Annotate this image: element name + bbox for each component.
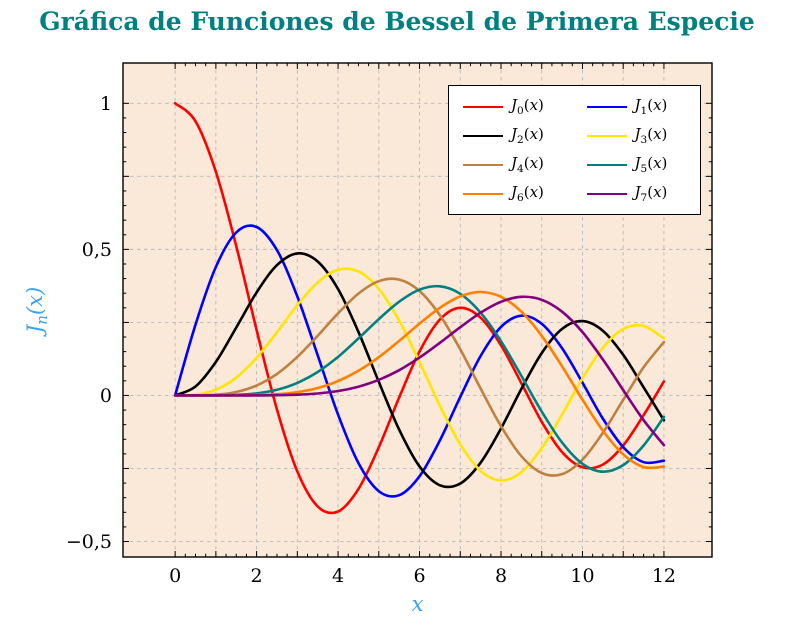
legend: J0(x) J1(x) J2(x) J3(x) J4(x) J5(x) J6(x) J7(x) <box>448 85 701 215</box>
legend-line-sample <box>586 134 627 137</box>
legend-item-j0: J0(x) <box>463 96 563 117</box>
legend-line-sample <box>586 192 627 195</box>
y-tick-label: −0,5 <box>66 531 112 553</box>
legend-line-sample <box>463 134 503 137</box>
legend-label: J6(x) <box>511 183 544 204</box>
legend-item-j1: J1(x) <box>586 96 687 117</box>
legend-label: J3(x) <box>634 125 668 146</box>
legend-line-sample <box>463 105 503 108</box>
legend-item-j4: J4(x) <box>463 154 563 175</box>
x-tick-label: 6 <box>413 565 425 587</box>
curve-j3 <box>173 267 666 482</box>
legend-label: J2(x) <box>511 125 544 146</box>
x-tick-label: 4 <box>332 565 344 587</box>
legend-item-j5: J5(x) <box>586 154 687 175</box>
curve-j7 <box>173 295 666 447</box>
x-tick-label: 12 <box>652 565 676 587</box>
legend-label: J4(x) <box>511 154 544 175</box>
x-tick-label: 10 <box>570 565 594 587</box>
legend-line-sample <box>463 192 503 195</box>
legend-item-j7: J7(x) <box>586 183 687 204</box>
curve-j2 <box>173 252 666 489</box>
y-axis-label: Jn(x) <box>22 286 52 334</box>
y-tick-label: 0,5 <box>82 239 112 261</box>
legend-item-j6: J6(x) <box>463 183 563 204</box>
curves <box>173 102 666 515</box>
tick-labels: 0 2 4 6 8 10 12 −0,5 0 0,5 1 <box>66 93 676 587</box>
legend-line-sample <box>586 105 627 108</box>
x-axis-label: x <box>411 592 424 616</box>
legend-line-sample <box>586 163 627 166</box>
y-tick-label: 0 <box>100 385 112 407</box>
x-tick-label: 8 <box>495 565 507 587</box>
curve-j5 <box>173 284 666 474</box>
curve-j1 <box>173 224 666 498</box>
legend-label: J7(x) <box>634 183 668 204</box>
legend-label: J1(x) <box>634 96 668 117</box>
legend-item-j2: J2(x) <box>463 125 563 146</box>
plot-frame <box>122 62 713 558</box>
chart-title: Gráfica de Funciones de Bessel de Primer… <box>39 7 755 36</box>
legend-label: J0(x) <box>511 96 544 117</box>
legend-label: J5(x) <box>634 154 668 175</box>
x-tick-label: 2 <box>251 565 263 587</box>
y-tick-label: 1 <box>100 93 112 115</box>
legend-line-sample <box>463 163 503 166</box>
legend-item-j3: J3(x) <box>586 125 687 146</box>
x-tick-label: 0 <box>169 565 181 587</box>
